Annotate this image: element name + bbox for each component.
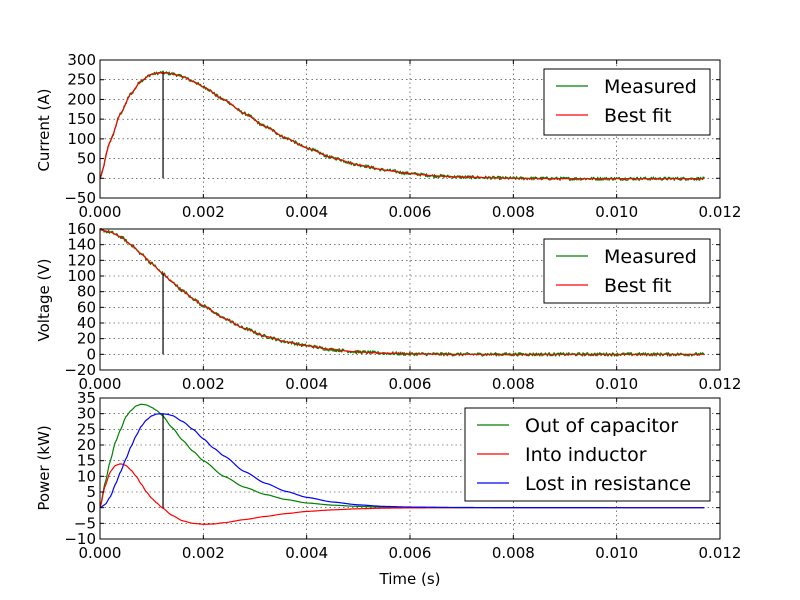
voltage-ytick-label: −20 [64,361,96,379]
current-ytick-label: 300 [67,51,96,69]
power-tick-labels: 0.000 0.002 0.004 0.006 0.008 0.010 0.012 −10−5… [64,389,741,562]
voltage-xtick-label: 0.002 [182,375,225,393]
power-ytick-label: 10 [77,467,96,485]
current-legend-label: Best fit [604,105,672,127]
power-ylabel: Power (kW) [35,425,53,510]
power-xtick-label: 0.000 [79,544,122,562]
voltage-series-best-fit [99,229,705,355]
current-ytick-label: 150 [67,110,96,128]
power-legend-label: Lost in resistance [525,473,691,495]
voltage-ytick-label: 0 [86,345,96,363]
voltage-xtick-label: 0.012 [699,375,742,393]
current-legend-label: Measured [604,76,697,98]
voltage-ylabel: Voltage (V) [35,259,53,342]
current-tick-labels: 0.000 0.002 0.004 0.006 0.008 0.010 0.012 −50 05… [64,51,741,221]
power-ytick-label: −10 [64,530,96,548]
current-ytick-label: 100 [67,130,96,148]
voltage-xtick-label: 0.006 [389,375,432,393]
current-ytick-label: 0 [86,169,96,187]
power-xtick-label: 0.008 [492,544,535,562]
voltage-panel: 0.000 0.002 0.004 0.006 0.008 0.010 0.012 −2002… [35,220,741,393]
voltage-tick-labels: 0.000 0.002 0.004 0.006 0.008 0.010 0.012 −2002… [64,220,741,393]
current-xtick-label: 0.006 [389,203,432,221]
voltage-xtick-label: 0.000 [79,375,122,393]
voltage-series [99,227,706,357]
current-xtick-label: 0.008 [492,203,535,221]
voltage-ytick-label: 60 [77,298,96,316]
voltage-xtick-label: 0.008 [492,375,535,393]
current-ticks [99,59,721,199]
power-xtick-label: 0.012 [699,544,742,562]
voltage-legend-box [543,238,711,304]
current-ytick-label: 250 [67,71,96,89]
voltage-legend-label: Best fit [604,275,672,297]
power-legend-label: Out of capacitor [525,415,678,437]
current-xtick-label: 0.002 [182,203,225,221]
current-xtick-label: 0.012 [699,203,742,221]
power-xtick-label: 0.004 [285,544,328,562]
voltage-ticks [99,228,721,371]
power-ticks [99,397,721,540]
power-series [99,403,705,525]
current-legend: Measured Best fit [543,68,711,136]
voltage-ytick-label: 40 [77,314,96,332]
power-ytick-label: 0 [86,499,96,517]
voltage-legend-label: Measured [604,246,697,268]
power-panel: 0.000 0.002 0.004 0.006 0.008 0.010 0.012 −10−5… [35,389,741,562]
current-xtick-label: 0.004 [285,203,328,221]
current-series-best-fit [99,72,705,180]
power-xtick-label: 0.002 [182,544,225,562]
power-xtick-label: 0.010 [595,544,638,562]
current-panel: 0.000 0.002 0.004 0.006 0.008 0.010 0.012 −50 05… [35,51,741,221]
power-ytick-label: 5 [86,483,96,501]
voltage-ytick-label: 160 [67,220,96,238]
voltage-xtick-label: 0.010 [595,375,638,393]
power-ytick-label: 35 [77,389,96,407]
power-ytick-label: 25 [77,420,96,438]
current-xtick-label: 0.000 [79,203,122,221]
current-series [99,70,705,181]
power-legend-label: Into inductor [525,444,647,466]
x-axis-label: Time (s) [379,570,441,588]
current-ytick-label: 50 [77,150,96,168]
power-ytick-label: 15 [77,452,96,470]
current-xtick-label: 0.010 [595,203,638,221]
current-ytick-label: 200 [67,90,96,108]
voltage-ytick-label: 80 [77,283,96,301]
power-series-lost-in-resistance [99,413,705,509]
power-legend: Out of capacitor Into inductor Lost in res… [464,407,711,502]
current-ylabel: Current (A) [35,88,53,171]
power-ytick-label: −5 [74,514,96,532]
voltage-xtick-label: 0.004 [285,375,328,393]
voltage-ytick-label: 140 [67,236,96,254]
voltage-legend: Measured Best fit [543,238,711,304]
voltage-ytick-label: 100 [67,267,96,285]
voltage-ytick-label: 120 [67,251,96,269]
power-ytick-label: 30 [77,405,96,423]
voltage-ytick-label: 20 [77,330,96,348]
power-ytick-label: 20 [77,436,96,454]
current-ytick-label: −50 [64,189,96,207]
power-xtick-label: 0.006 [389,544,432,562]
current-legend-box [543,68,711,136]
